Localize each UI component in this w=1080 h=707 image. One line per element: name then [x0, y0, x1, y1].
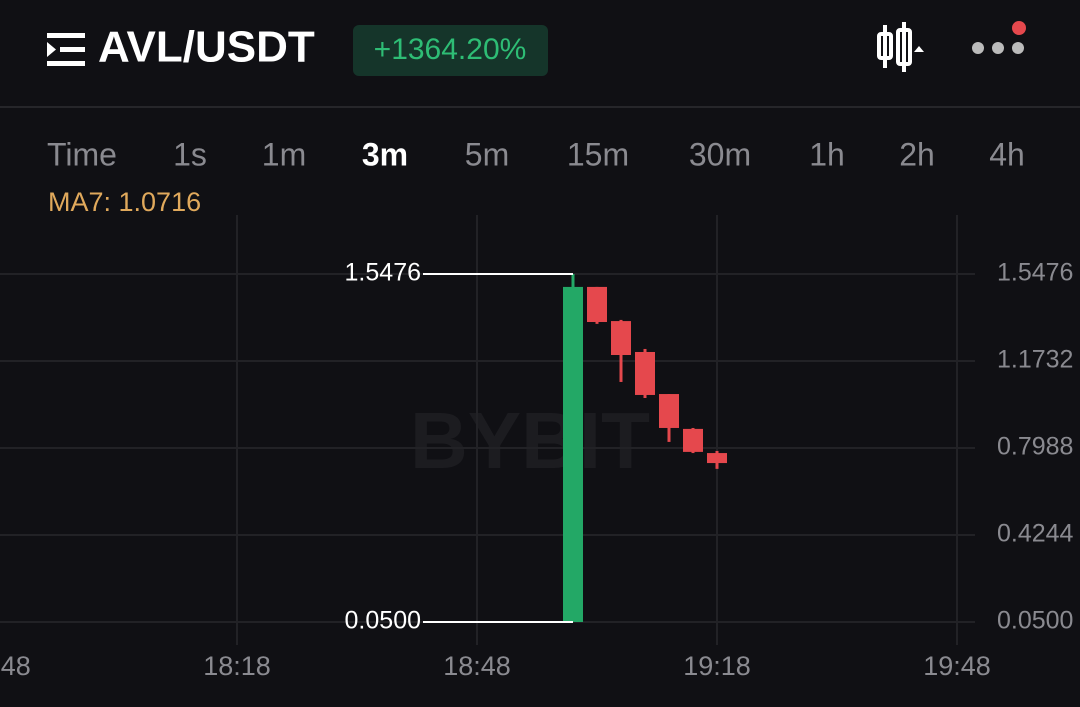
watermark: BYBIT — [410, 396, 650, 485]
y-tick-label: 1.5476 — [997, 259, 1073, 287]
candle-body — [587, 286, 607, 323]
menu-icon[interactable] — [47, 33, 85, 66]
tab[interactable]: 2h — [899, 136, 935, 172]
ma-indicator: MA7: 1.0716 — [48, 187, 201, 217]
x-tick-label: 17:48 — [0, 651, 31, 681]
tab[interactable]: 1s — [173, 136, 207, 172]
change-value: +1364.20% — [374, 33, 527, 66]
chart-type-icon[interactable] — [877, 22, 924, 72]
plot: 1.5476 1.1732 0.7988 0.4244 0.0500 17:48 18:18… — [0, 215, 1074, 681]
x-tick-label: 19:18 — [683, 651, 751, 681]
candle-body — [635, 351, 655, 395]
x-tick-label: 19:48 — [923, 651, 991, 681]
tab[interactable]: 1m — [262, 136, 306, 172]
candle-body — [683, 428, 703, 452]
tab[interactable]: 30m — [689, 136, 751, 172]
annotation-label: 1.5476 — [345, 259, 421, 287]
timeframe-tabs: Time 1s 1m 3m 5m 15m 30m 1h 2h 4h — [47, 136, 1025, 172]
candle-body — [611, 321, 631, 356]
tab[interactable]: Time — [47, 136, 117, 172]
y-tick-label: 0.7988 — [997, 433, 1073, 461]
annotation-label: 0.0500 — [345, 607, 421, 635]
x-tick-label: 18:48 — [443, 651, 511, 681]
candle-body — [707, 453, 727, 464]
more-menu[interactable] — [972, 21, 1026, 54]
pair-title: AVL/USDT — [98, 23, 315, 72]
change-badge — [353, 25, 548, 76]
y-tick-label: 0.4244 — [997, 520, 1074, 548]
x-tick-label: 18:18 — [203, 651, 271, 681]
candle-body — [563, 286, 583, 622]
tab[interactable]: 1h — [809, 136, 845, 172]
tab-active[interactable]: 3m — [362, 136, 408, 172]
y-tick-label: 1.1732 — [997, 346, 1073, 374]
candle-body — [659, 394, 679, 428]
tab[interactable]: 4h — [989, 136, 1025, 172]
tab[interactable]: 5m — [465, 136, 509, 172]
tab[interactable]: 15m — [567, 136, 629, 172]
y-tick-label: 0.0500 — [997, 607, 1073, 635]
